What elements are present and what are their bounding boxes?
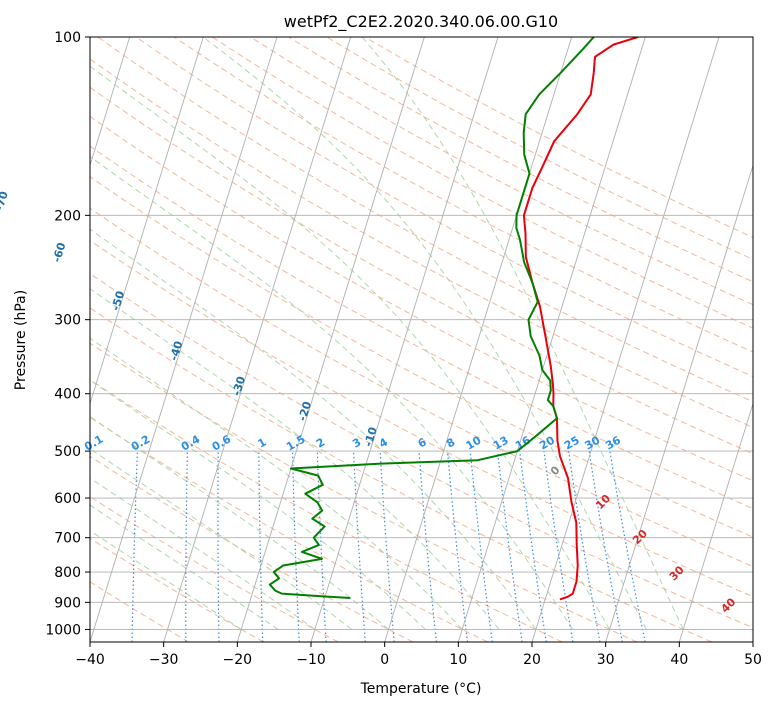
dry-adiabat [90,537,264,642]
moist-adiabat [90,504,279,630]
moist-adiabat [90,288,500,630]
y-axis-ticks: 100 200 300 400 500 600 700 800 900 1000 [45,30,90,638]
y-axis-label: Pressure (hPa) [13,290,29,390]
moist-adiabat [90,155,574,630]
isotherm-label: -10 [362,425,380,448]
x-tick-label: 0 [380,652,389,668]
moist-adiabat [361,37,684,630]
isotherm-label: -30 [230,374,248,397]
y-tick-label: 1000 [45,622,81,638]
moist-adiabat [90,379,426,630]
isotherm-line [457,37,646,642]
grid-lines [90,37,753,642]
mixing-ratio-line [496,451,523,642]
dry-adiabat [211,37,753,329]
dry-adiabat [90,581,190,642]
mixing-ratio-line [446,451,469,642]
y-tick-label: 200 [54,208,81,224]
isotherm-label: -40 [167,339,185,362]
x-tick-label: −40 [75,652,105,668]
mixing-ratio-line [379,451,395,642]
isotherm-line [310,37,499,642]
mixing-ratio-line [469,451,493,642]
y-tick-label: 100 [54,30,81,46]
y-tick-label: 700 [54,531,81,547]
y-tick-label: 500 [54,444,81,460]
moist-adiabat [90,477,316,630]
x-tick-label: 10 [449,652,467,668]
mixing-ratio-line [418,451,438,642]
isotherm-line [605,163,753,642]
isotherm-line [90,37,204,406]
series-lines [268,37,639,601]
x-tick-label: −20 [223,652,253,668]
x-tick-label: 40 [670,652,688,668]
dry-adiabat [90,58,753,428]
x-axis-label: Temperature (°C) [360,681,482,697]
x-axis-ticks: −40 −30 −20 −10 0 10 20 30 40 50 [75,642,762,668]
y-tick-label: 600 [54,491,81,507]
y-tick-label: 800 [54,565,81,581]
y-tick-label: 400 [54,387,81,403]
x-tick-label: 50 [744,652,762,668]
x-tick-label: 30 [597,652,615,668]
isotherm-line [531,37,720,642]
dry-adiabat [90,273,753,629]
isotherm-label: -50 [109,289,127,312]
isotherm-line [678,402,753,642]
isotherm-line [163,37,352,642]
dry-adiabat [90,145,753,510]
moist-adiabat [90,416,389,630]
isotherm-label: -60 [50,241,68,264]
chart-title: wetPf2_C2E2.2020.340.06.00.G10 [284,12,558,32]
dewpoint-profile [268,37,595,600]
isotherm-label: -20 [296,399,314,422]
temperature-profile [522,37,639,601]
dry-adiabat [173,37,753,353]
y-tick-label: 300 [54,313,81,329]
dry-adiabat [97,37,753,403]
x-tick-label: −10 [296,652,326,668]
moist-adiabat [90,65,610,630]
isotherm-line [90,37,131,167]
dry-adiabat [90,176,753,538]
plot-frame [89,36,754,643]
x-tick-label: 20 [523,652,541,668]
isotherm-line [236,37,425,642]
isotherm-line [384,37,573,642]
dry-adiabat [90,307,712,642]
dry-adiabat [90,416,488,642]
y-tick-label: 900 [54,595,81,611]
x-tick-label: −30 [149,652,179,668]
moist-adiabat [90,228,537,630]
mixing-ratio-line [519,451,547,642]
isotherm-label: -70 [0,189,11,212]
mixing-ratio-line [543,451,574,642]
isotherm-line [90,37,278,642]
